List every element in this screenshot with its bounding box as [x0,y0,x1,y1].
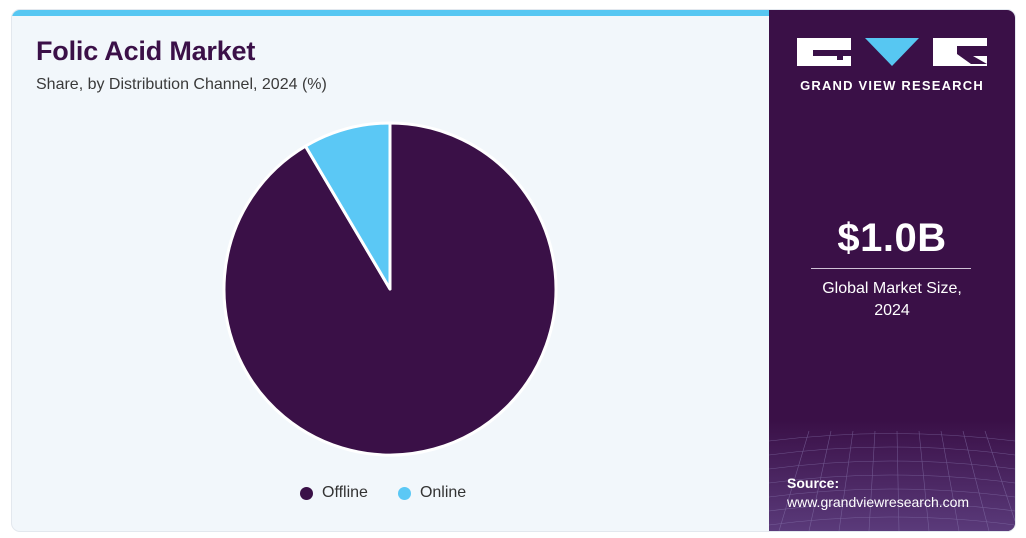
legend-swatch-online [397,486,411,500]
pie-chart [222,121,558,457]
legend-label-offline: Offline [322,484,368,501]
chart-card: Folic Acid Market Share, by Distribution… [12,10,1015,531]
source-label: Source: [787,475,840,491]
chart-title: Folic Acid Market [36,36,256,66]
market-size-caption: Global Market Size, 2024 [769,278,1015,322]
accent-bar [12,10,769,16]
brand-name: GRAND VIEW RESEARCH [800,78,984,93]
divider [811,268,971,269]
chart-legend: Offline Online [300,484,466,502]
legend-item-online: Online [397,484,467,502]
grid-background-graphic [769,421,1015,531]
legend-swatch-offline [300,486,313,500]
pie-slice-online [303,121,392,291]
info-sidebar: GRAND VIEW RESEARCH $1.0B Global Market … [769,10,1015,531]
legend-item-offline: Offline [300,484,368,502]
legend-label-online: Online [419,484,467,501]
market-size-value: $1.0B [837,216,947,260]
market-size-caption-line1: Global Market Size, [822,280,962,297]
grand-view-research-logo [797,38,987,66]
chart-subtitle: Share, by Distribution Channel, 2024 (%) [36,76,327,93]
source-url[interactable]: www.grandviewresearch.com [787,494,970,510]
market-size-caption-line2: 2024 [874,302,910,319]
